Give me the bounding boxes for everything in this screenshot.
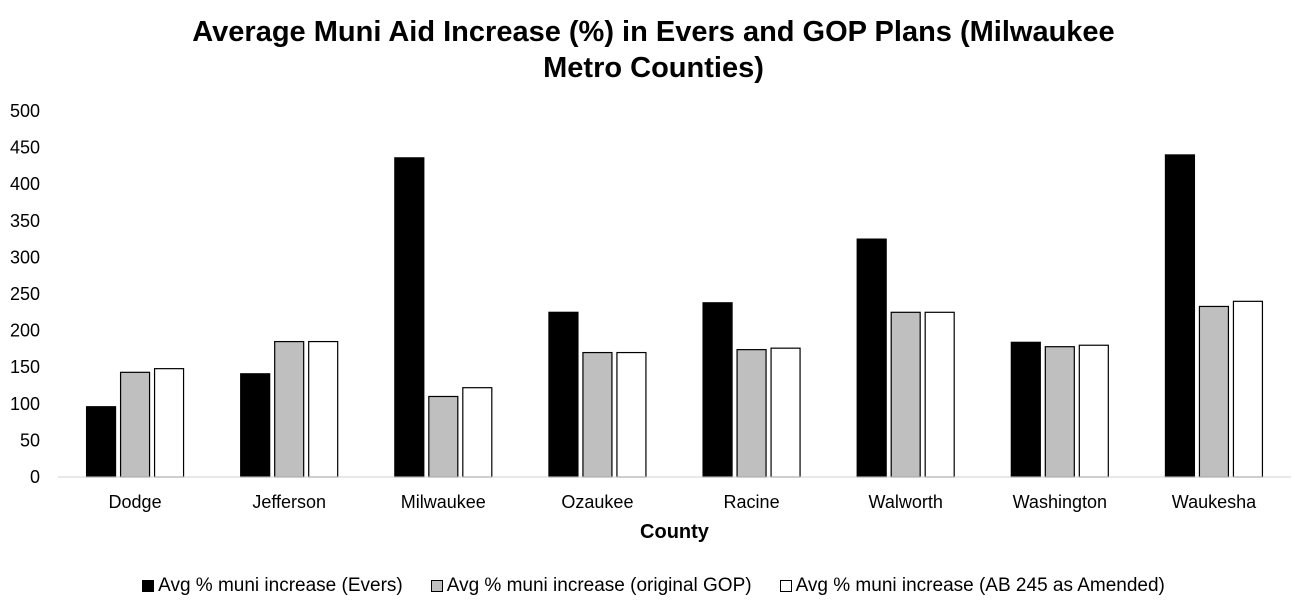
y-tick-label: 150 bbox=[10, 357, 40, 377]
bar-washington-series-2 bbox=[1044, 346, 1075, 478]
x-axis-title: County bbox=[640, 521, 710, 543]
bar-milwaukee-series-2 bbox=[428, 395, 459, 478]
bar-waukesha-series-3 bbox=[1232, 300, 1264, 478]
x-tick-label: Ozaukee bbox=[561, 492, 633, 512]
bar-racine-series-1 bbox=[702, 302, 733, 478]
bar-racine-series-2 bbox=[736, 349, 767, 478]
bar-waukesha-series-2 bbox=[1198, 305, 1230, 478]
y-tick-label: 0 bbox=[30, 467, 40, 487]
y-tick-label: 50 bbox=[20, 430, 40, 450]
x-tick-label: Washington bbox=[1013, 492, 1107, 512]
legend: Avg % muni increase (Evers) Avg % muni in… bbox=[0, 575, 1307, 597]
legend-item: Avg % muni increase (Evers) bbox=[142, 575, 403, 597]
x-tick-label: Waukesha bbox=[1172, 492, 1257, 512]
bar-ozaukee-series-1 bbox=[548, 311, 579, 478]
bar-jefferson-series-1 bbox=[240, 373, 271, 478]
bar-ozaukee-series-3 bbox=[616, 351, 647, 478]
bars bbox=[85, 154, 1264, 478]
legend-swatch bbox=[430, 580, 443, 592]
x-axis-ticks: Dodge Jefferson Milwaukee Ozaukee Racine Walw… bbox=[109, 492, 1258, 512]
x-tick-label: Jefferson bbox=[252, 492, 326, 512]
bar-ozaukee-series-2 bbox=[582, 351, 613, 478]
y-tick-label: 100 bbox=[10, 394, 40, 414]
y-tick-label: 250 bbox=[10, 284, 40, 304]
y-tick-label: 450 bbox=[10, 138, 40, 158]
bar-washington-series-3 bbox=[1078, 344, 1109, 478]
chart-title-line-2: Metro Counties) bbox=[543, 52, 764, 84]
bar-dodge-series-1 bbox=[85, 406, 117, 478]
x-tick-label: Walworth bbox=[869, 492, 943, 512]
bar-walworth-series-2 bbox=[890, 311, 921, 478]
y-tick-label: 300 bbox=[10, 247, 40, 267]
bar-milwaukee-series-1 bbox=[394, 157, 425, 478]
x-tick-label: Racine bbox=[724, 492, 780, 512]
chart-title-line-1: Average Muni Aid Increase (%) in Evers a… bbox=[192, 16, 1115, 48]
bar-washington-series-1 bbox=[1010, 341, 1041, 478]
bar-waukesha-series-1 bbox=[1164, 154, 1196, 478]
bar-dodge-series-3 bbox=[153, 368, 185, 478]
bar-jefferson-series-3 bbox=[308, 340, 339, 478]
y-tick-label: 350 bbox=[10, 211, 40, 231]
y-tick-label: 200 bbox=[10, 321, 40, 341]
chart-title: Average Muni Aid Increase (%) in Evers a… bbox=[0, 14, 1307, 86]
x-tick-label: Dodge bbox=[109, 492, 162, 512]
legend-swatch bbox=[779, 580, 792, 592]
legend-item: Avg % muni increase (original GOP) bbox=[430, 575, 752, 597]
legend-label: Avg % muni increase (Evers) bbox=[158, 575, 403, 596]
legend-item: Avg % muni increase (AB 245 as Amended) bbox=[779, 575, 1165, 597]
bar-milwaukee-series-3 bbox=[462, 387, 493, 478]
bar-dodge-series-2 bbox=[119, 371, 151, 478]
y-axis-ticks: 0 50 100 150 200 250 300 350 400 450 500 bbox=[10, 101, 40, 487]
bar-jefferson-series-2 bbox=[274, 340, 305, 478]
x-tick-label: Milwaukee bbox=[401, 492, 486, 512]
bar-walworth-series-1 bbox=[856, 238, 887, 478]
legend-swatch bbox=[142, 580, 155, 592]
legend-label: Avg % muni increase (original GOP) bbox=[446, 575, 752, 596]
y-tick-label: 400 bbox=[10, 174, 40, 194]
y-tick-label: 500 bbox=[10, 101, 40, 121]
legend-label: Avg % muni increase (AB 245 as Amended) bbox=[795, 575, 1165, 596]
bar-walworth-series-3 bbox=[924, 311, 955, 478]
bar-racine-series-3 bbox=[770, 347, 801, 478]
